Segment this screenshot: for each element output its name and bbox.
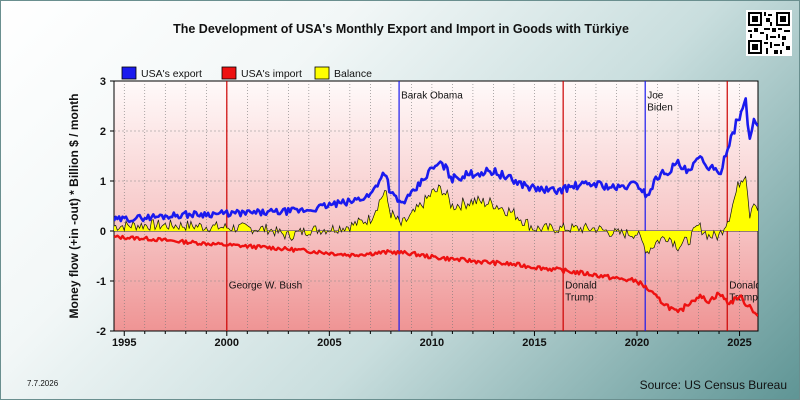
axes: -2 -1 0 1 2 3 1995 2000 2005 2010 2015 2020 2025	[96, 76, 752, 349]
legend-label: USA's import	[241, 68, 302, 80]
y-tick-label: 1	[100, 176, 106, 188]
x-tick-label: 2005	[317, 337, 341, 349]
series-export-line	[114, 97, 758, 224]
chart-title: The Development of USA's Monthly Export …	[173, 22, 629, 36]
series-layer	[114, 97, 758, 317]
date-stamp: 7.7.2026	[27, 379, 59, 388]
legend-label: USA's export	[141, 68, 202, 80]
x-tick-label: 2000	[215, 337, 239, 349]
event-label: Trump	[565, 293, 594, 304]
x-tick-label: 2020	[625, 337, 649, 349]
series-balance-line	[114, 175, 758, 255]
legend: USA's export USA's import Balance	[121, 66, 372, 80]
y-tick-label: 2	[100, 126, 106, 138]
series-balance-area	[114, 176, 758, 254]
y-tick-label: -2	[96, 326, 106, 338]
legend-swatch	[221, 66, 237, 80]
legend-swatch	[121, 66, 137, 80]
y-tick-label: 3	[100, 76, 106, 88]
event-label: Barak Obama	[401, 91, 463, 102]
legend-swatch	[314, 66, 330, 80]
source-note: Source: US Census Bureau	[639, 378, 787, 392]
y-tick-label: 0	[100, 226, 106, 238]
x-tick-label: 2015	[522, 337, 546, 349]
event-label: Trump	[729, 293, 758, 304]
series-import-line	[114, 234, 758, 317]
event-label: George W. Bush	[229, 281, 302, 292]
qr-code	[746, 10, 792, 56]
event-label: Biden	[647, 103, 673, 114]
y-tick-label: -1	[96, 276, 106, 288]
x-tick-label: 2025	[727, 337, 751, 349]
x-tick-label: 2010	[420, 337, 444, 349]
y-axis-label: Money flow (+in -out) * Billion $ / mont…	[67, 94, 81, 319]
legend-label: Balance	[334, 68, 372, 80]
event-label: Donald	[565, 281, 597, 292]
event-label: Donald	[729, 281, 761, 292]
x-tick-label: 1995	[112, 337, 136, 349]
event-label: Joe	[647, 91, 664, 102]
